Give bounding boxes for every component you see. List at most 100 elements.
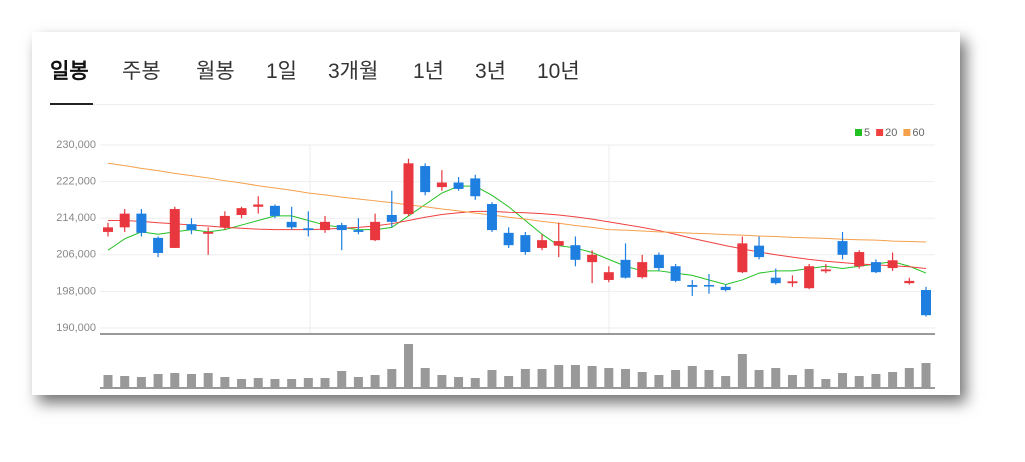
- candle-body: [136, 213, 147, 233]
- volume-bar: [871, 374, 881, 388]
- candle-body: [436, 182, 447, 188]
- candle-body: [887, 260, 898, 269]
- volume-bar: [454, 377, 464, 388]
- tab[interactable]: 1년: [413, 60, 444, 83]
- candle-body: [119, 213, 130, 228]
- candle-body: [486, 204, 497, 231]
- candle-body: [854, 252, 865, 267]
- y-tick-label: 222,000: [56, 176, 96, 188]
- volume-bar: [854, 376, 864, 388]
- volume-bar: [287, 379, 297, 388]
- volume-bar: [621, 369, 631, 388]
- volume-bar: [537, 369, 547, 388]
- candle-body: [553, 241, 564, 246]
- legend-swatch: [855, 129, 862, 136]
- candle-body: [737, 243, 748, 273]
- tab[interactable]: 일봉: [50, 60, 89, 83]
- volume-bar: [237, 379, 247, 388]
- volume-bar: [554, 365, 564, 388]
- volume-bar: [320, 378, 330, 388]
- volume-bar: [721, 376, 731, 388]
- candle-body: [870, 262, 881, 273]
- volume-bar: [220, 377, 230, 388]
- candle-body: [720, 286, 731, 291]
- tab[interactable]: 3년: [475, 60, 506, 83]
- volume-bar: [170, 373, 180, 388]
- candle-body: [153, 237, 164, 253]
- candle-body: [420, 166, 431, 193]
- volume-bar: [403, 344, 413, 388]
- candle-body: [653, 254, 664, 269]
- candle-body: [603, 272, 614, 280]
- volume-bar: [520, 369, 530, 388]
- candle-body: [703, 284, 714, 287]
- candle-body: [186, 224, 197, 231]
- volume-bar: [370, 375, 380, 388]
- volume-bar: [103, 375, 113, 388]
- legend-label: 60: [912, 127, 924, 139]
- candle-body: [904, 280, 915, 284]
- legend-label: 20: [885, 127, 897, 139]
- volume-bar: [704, 370, 714, 388]
- volume-bar: [687, 366, 697, 388]
- y-tick-label: 214,000: [56, 212, 96, 224]
- candle-body: [303, 228, 314, 231]
- candle-body: [687, 284, 698, 287]
- volume-bar: [904, 368, 914, 388]
- y-tick-label: 198,000: [56, 285, 96, 297]
- volume-bar: [838, 373, 848, 388]
- ma-line: [107, 185, 927, 286]
- y-tick-label: 230,000: [56, 139, 96, 151]
- volume-bar: [637, 372, 647, 388]
- volume-bar: [737, 354, 747, 388]
- volume-bar: [671, 370, 681, 388]
- volume-bar: [253, 378, 263, 388]
- candle-body: [787, 281, 798, 284]
- volume-bar: [504, 376, 514, 388]
- candle-body: [320, 221, 331, 231]
- candle-body: [620, 259, 631, 278]
- tab[interactable]: 주봉: [122, 60, 161, 83]
- candle-body: [470, 178, 481, 197]
- volume-bar: [353, 377, 363, 388]
- candle-body: [453, 182, 464, 189]
- tab[interactable]: 10년: [537, 60, 580, 83]
- volume-bar: [487, 370, 497, 388]
- candle-body: [921, 290, 931, 316]
- candle-body: [637, 262, 648, 278]
- candle-body: [403, 163, 414, 215]
- legend-label: 5: [864, 127, 870, 139]
- volume-bar: [821, 379, 831, 388]
- tab[interactable]: 3개월: [328, 60, 378, 83]
- volume-bar: [587, 366, 597, 388]
- volume-bar: [604, 368, 614, 388]
- candle-body: [570, 245, 581, 260]
- candle-body: [503, 232, 514, 246]
- volume-bar: [203, 373, 213, 388]
- candle-body: [837, 241, 848, 255]
- volume-bar: [787, 375, 797, 388]
- ma-line: [108, 210, 927, 270]
- volume-bar: [387, 369, 397, 388]
- volume-bar: [420, 368, 430, 388]
- volume-bar: [888, 372, 898, 388]
- candle-body: [754, 245, 765, 258]
- candle-body: [520, 235, 531, 253]
- candle-body: [537, 240, 548, 248]
- candle-body: [370, 221, 381, 241]
- candle-body: [219, 215, 230, 228]
- candle-body: [169, 209, 180, 248]
- volume-bar: [120, 376, 130, 388]
- candle-body: [770, 277, 781, 284]
- legend-swatch: [903, 129, 911, 136]
- tab[interactable]: 월봉: [196, 60, 235, 83]
- candle-body: [804, 266, 815, 289]
- volume-bar: [654, 375, 664, 388]
- ma-line: [107, 162, 927, 243]
- tab[interactable]: 1일: [266, 60, 297, 83]
- volume-bar: [186, 374, 196, 388]
- volume-bar: [754, 370, 764, 388]
- tabs: 일봉 주봉 월봉 1일 3개월 1년 3년 10년: [50, 60, 580, 83]
- candle-body: [353, 230, 364, 232]
